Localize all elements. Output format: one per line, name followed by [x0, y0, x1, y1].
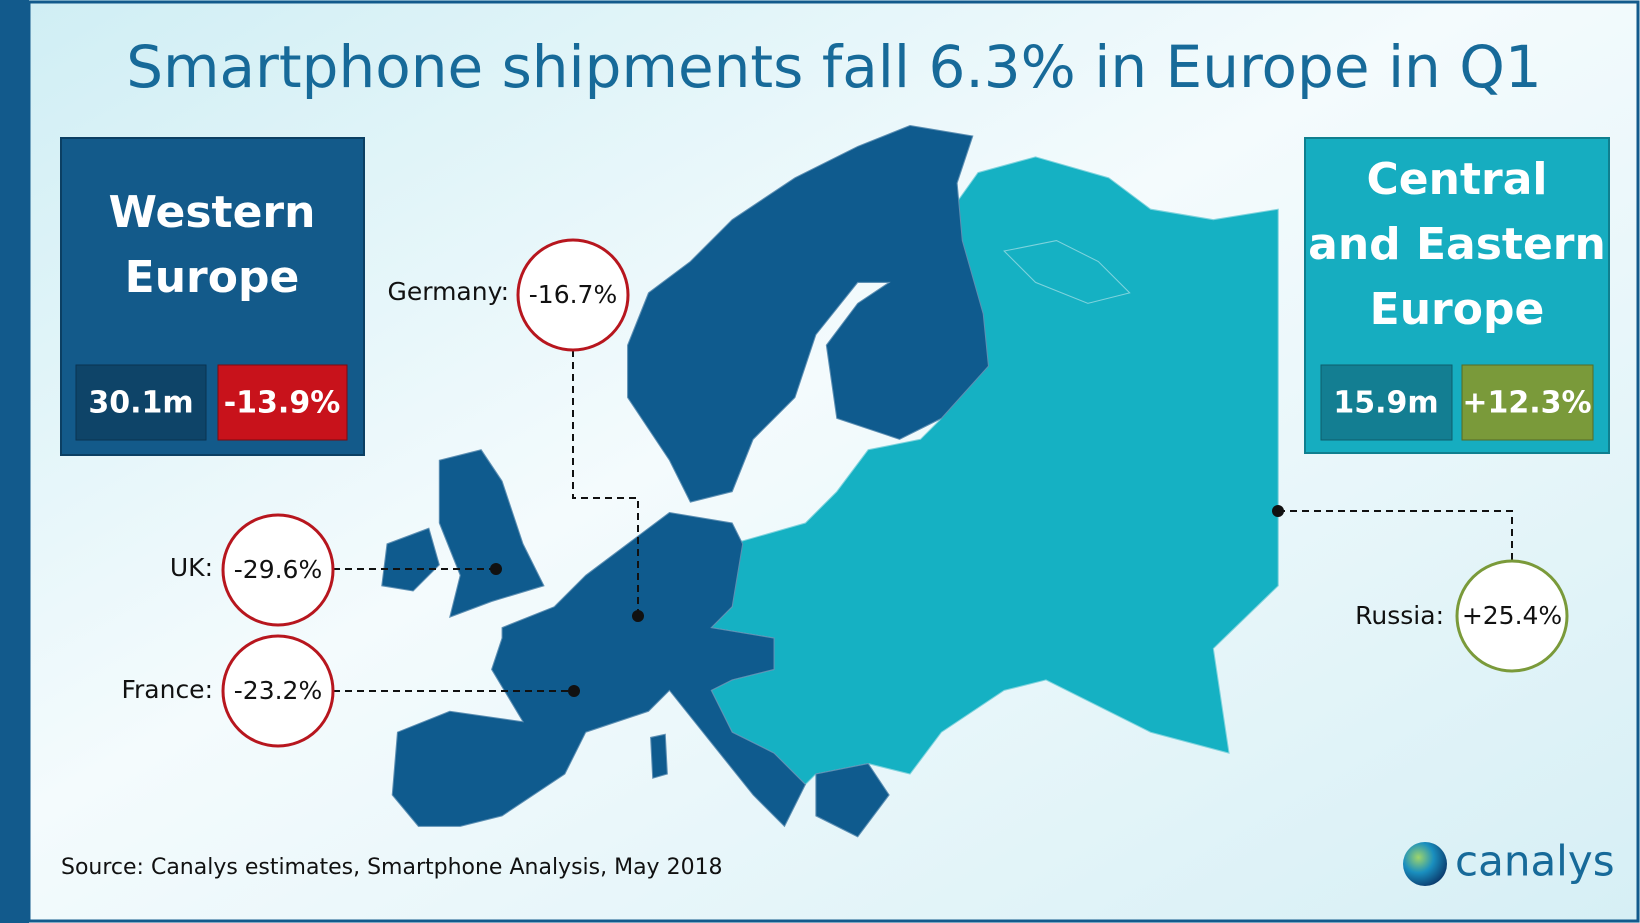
region-name: Europe — [1370, 284, 1545, 335]
western-continent — [391, 511, 807, 828]
side-strip — [0, 0, 29, 923]
ireland — [381, 527, 440, 592]
frame — [27, 0, 1640, 923]
logo-globe — [1403, 842, 1447, 886]
logo-text: canalys — [1455, 837, 1615, 886]
connector — [1278, 510, 1513, 561]
country-label: UK: — [170, 553, 213, 582]
title: Smartphone shipments fall 6.3% in Europe… — [126, 33, 1542, 101]
source-note: Source: Canalys estimates, Smartphone An… — [61, 855, 723, 880]
growth: -13.9% — [224, 386, 341, 421]
location-dot — [490, 563, 502, 575]
shipments: 15.9m — [1333, 386, 1438, 421]
country-label: Russia: — [1355, 601, 1444, 630]
country-change: -16.7% — [529, 280, 617, 309]
shipments-box — [1320, 364, 1453, 441]
callout-circle — [221, 634, 335, 748]
svalbard-island — [1003, 240, 1131, 304]
country-change: -23.2% — [234, 676, 322, 705]
shipments: 30.1m — [88, 386, 193, 421]
location-dot — [568, 685, 580, 697]
scandinavia — [627, 124, 990, 503]
callout-circle — [1455, 559, 1569, 673]
growth-box — [1461, 364, 1594, 441]
region-name: and Eastern — [1308, 219, 1606, 270]
sardinia — [650, 733, 668, 779]
great-britain — [438, 449, 545, 618]
region-name: Central — [1367, 154, 1548, 205]
country-label: Germany: — [387, 277, 509, 306]
connector — [572, 350, 639, 616]
country-change: +25.4% — [1462, 601, 1562, 630]
shipments-box — [75, 364, 207, 441]
country-label: France: — [121, 675, 213, 704]
callout-circle — [221, 513, 335, 627]
greece — [815, 762, 890, 838]
map — [381, 124, 1279, 838]
location-dot — [632, 610, 644, 622]
region-name: Europe — [125, 252, 300, 303]
growth: +12.3% — [1462, 386, 1591, 421]
country-change: -29.6% — [234, 555, 322, 584]
location-dot — [1272, 505, 1284, 517]
region-name: Western — [109, 187, 316, 238]
growth-box — [217, 364, 348, 441]
callout-circle — [516, 238, 630, 352]
